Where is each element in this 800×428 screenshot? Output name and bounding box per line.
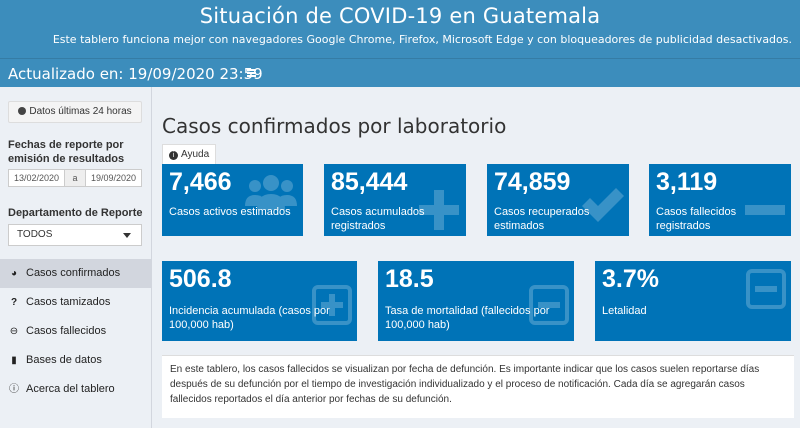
sidebar-item-label: Bases de datos: [26, 354, 102, 366]
tile-casos-activos: 7,466 Casos activos estimados: [162, 164, 303, 236]
date-separator: a: [65, 169, 85, 187]
minus-square-icon: [746, 269, 786, 309]
hamburger-menu-icon[interactable]: [247, 69, 256, 77]
tile-casos-recuperados: 74,859 Casos recuperados estimados: [487, 164, 629, 236]
date-to-input[interactable]: 19/09/2020: [85, 169, 142, 187]
sidebar: Datos últimas 24 horas Fechas de reporte…: [0, 87, 152, 428]
tile-value: 85,444: [331, 168, 408, 196]
navbar: Actualizado en: 19/09/2020 23:59: [0, 58, 800, 87]
sidebar-item-label: Acerca del tablero: [26, 383, 115, 395]
sidebar-item-bases-de-datos[interactable]: ▮ Bases de datos: [0, 346, 152, 375]
info-note: En este tablero, los casos fallecidos se…: [162, 355, 794, 418]
main-content: Casos confirmados por laboratorio i Ayuda…: [152, 87, 800, 428]
last-24h-button[interactable]: Datos últimas 24 horas: [8, 101, 142, 123]
tile-tasa-mortalidad: 18.5 Tasa de mortalidad (fallecidos por …: [378, 261, 574, 341]
sidebar-item-label: Casos confirmados: [26, 267, 121, 279]
info-circle-icon: ⓘ: [9, 384, 19, 395]
page-title: Casos confirmados por laboratorio: [162, 114, 507, 138]
department-select-value: TODOS: [17, 229, 53, 240]
tile-value: 74,859: [494, 168, 571, 196]
tile-value: 18.5: [385, 265, 434, 293]
sidebar-item-casos-tamizados[interactable]: ? Casos tamizados: [0, 288, 152, 317]
caret-down-icon: [123, 233, 131, 238]
department-select[interactable]: TODOS: [8, 224, 142, 246]
help-label: Ayuda: [181, 149, 210, 160]
tile-value: 3,119: [656, 168, 718, 196]
minus-circle-icon: ⊖: [9, 326, 19, 337]
sidebar-item-acerca[interactable]: ⓘ Acerca del tablero: [0, 375, 152, 404]
minus-square-icon: [529, 285, 569, 325]
tile-value: 506.8: [169, 265, 232, 293]
tile-label: Casos activos estimados: [169, 206, 291, 218]
minus-icon: [745, 205, 785, 215]
tile-casos-acumulados: 85,444 Casos acumulados registrados: [324, 164, 466, 236]
last-24h-label: Datos últimas 24 horas: [29, 106, 132, 117]
sidebar-menu: ◕ Casos confirmados ? Casos tamizados ⊖ Cas…: [0, 259, 152, 404]
file-icon: ▮: [11, 355, 17, 366]
sidebar-item-casos-fallecidos[interactable]: ⊖ Casos fallecidos: [0, 317, 152, 346]
clock-icon: [18, 107, 27, 115]
help-tab[interactable]: i Ayuda: [162, 144, 217, 164]
date-range-input: 13/02/2020 a 19/09/2020: [8, 169, 142, 187]
tile-casos-fallecidos: 3,119 Casos fallecidos registrados: [649, 164, 791, 236]
question-icon: ?: [10, 297, 18, 308]
plus-square-icon: [312, 285, 352, 325]
tile-label: Casos recuperados estimados: [494, 206, 590, 232]
browser-notice: Este tablero funciona mejor con navegado…: [52, 33, 792, 46]
check-icon: [582, 188, 624, 222]
tile-label: Incidencia acumulada (casos por 100,000 …: [169, 305, 330, 331]
date-from-input[interactable]: 13/02/2020: [8, 169, 65, 187]
tile-value: 3.7%: [602, 265, 659, 293]
tile-incidencia: 506.8 Incidencia acumulada (casos por 10…: [162, 261, 357, 341]
tile-label: Letalidad: [602, 305, 647, 317]
tile-label: Tasa de mortalidad (fallecidos por 100,0…: [385, 305, 550, 331]
date-range-label: Fechas de reporte por emisión de resulta…: [8, 139, 125, 165]
tachometer-icon: ◕: [10, 268, 18, 279]
sidebar-item-label: Casos tamizados: [26, 296, 111, 308]
sidebar-item-casos-confirmados[interactable]: ◕ Casos confirmados: [0, 259, 152, 288]
tile-letalidad: 3.7% Letalidad: [595, 261, 791, 341]
tile-label: Casos fallecidos registrados: [656, 206, 737, 232]
users-icon: [245, 175, 297, 210]
tile-label: Casos acumulados registrados: [331, 206, 425, 232]
department-label: Departamento de Reporte: [8, 207, 143, 219]
tile-value: 7,466: [169, 168, 232, 196]
updated-timestamp: Actualizado en: 19/09/2020 23:59: [8, 65, 263, 83]
info-icon: i: [169, 151, 178, 160]
plus-icon: [419, 190, 459, 230]
sidebar-item-label: Casos fallecidos: [26, 325, 107, 337]
dashboard-title: Situación de COVID-19 en Guatemala: [199, 4, 601, 28]
